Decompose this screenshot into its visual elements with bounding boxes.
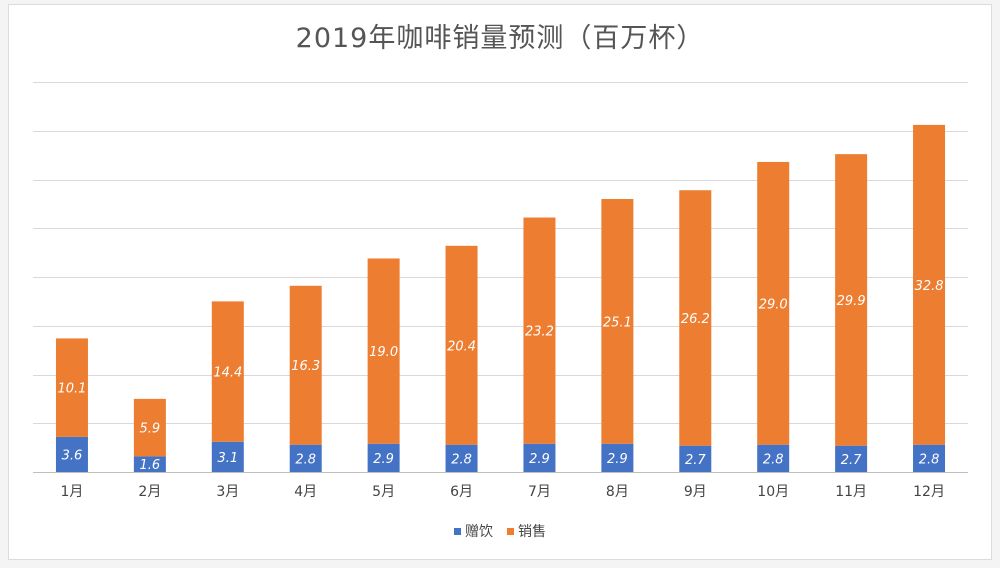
bar-gift [445, 444, 478, 472]
x-tick-label: 12月 [913, 484, 945, 500]
data-label-gift: 2.9 [373, 452, 394, 467]
bar-sales [757, 161, 790, 445]
data-label-sales: 5.9 [140, 422, 161, 437]
x-tick-label: 4月 [294, 484, 317, 500]
data-label-sales: 25.1 [603, 315, 632, 330]
bar-gift [757, 444, 790, 472]
legend-label-sales: 销售 [518, 524, 546, 540]
x-tick-label: 6月 [450, 484, 473, 500]
legend-swatch-sales [507, 527, 514, 535]
data-label-gift: 2.8 [919, 452, 940, 467]
legend-swatch-gift [454, 527, 461, 535]
data-label-gift: 2.9 [607, 452, 628, 467]
bar-gift [523, 443, 556, 472]
bar-sales [289, 285, 322, 445]
bar-sales [679, 190, 712, 446]
data-label-sales: 26.2 [681, 312, 710, 327]
bar-sales [523, 217, 556, 444]
x-tick-label: 3月 [216, 484, 239, 500]
x-tick-label: 10月 [757, 484, 789, 500]
bar-gift [601, 443, 634, 472]
data-label-sales: 14.4 [213, 366, 242, 381]
data-label-sales: 29.0 [759, 297, 788, 312]
data-label-sales: 20.4 [447, 339, 476, 354]
data-label-gift: 3.6 [62, 448, 83, 463]
x-tick-label: 11月 [835, 484, 867, 500]
x-tick-label: 7月 [528, 484, 551, 500]
data-label-sales: 16.3 [291, 359, 320, 374]
data-label-sales: 19.0 [369, 345, 398, 360]
chart-frame [8, 4, 992, 560]
bar-sales [55, 338, 88, 437]
data-label-sales: 10.1 [57, 382, 86, 397]
bar-gift [55, 436, 88, 472]
x-tick-label: 5月 [372, 484, 395, 500]
x-tick-label: 1月 [60, 484, 83, 500]
legend-label-gift: 赠饮 [465, 524, 493, 540]
x-tick-label: 8月 [606, 484, 629, 500]
bar-gift [289, 444, 322, 472]
x-tick-label: 9月 [684, 484, 707, 500]
data-label-gift: 2.8 [763, 452, 784, 467]
bar-sales [445, 245, 478, 445]
data-label-gift: 1.6 [140, 458, 161, 473]
legend-item-gift: 赠饮 [454, 521, 493, 541]
data-label-sales: 32.8 [915, 279, 944, 294]
data-label-sales: 29.9 [837, 294, 866, 309]
bar-sales [367, 258, 400, 444]
legend-item-sales: 销售 [507, 521, 546, 541]
bar-gift [913, 444, 946, 472]
legend: 赠饮 销售 [0, 521, 1000, 541]
chart-title: 2019年咖啡销量预测（百万杯） [295, 23, 705, 54]
bar-gift [367, 443, 400, 472]
bar-gift [679, 445, 712, 472]
bar-sales [835, 154, 868, 446]
bar-sales [133, 398, 166, 457]
bar-gift [211, 441, 244, 472]
bar-gift [835, 445, 868, 472]
x-tick-label: 2月 [138, 484, 161, 500]
data-label-gift: 2.7 [685, 453, 706, 468]
data-label-gift: 2.8 [295, 452, 316, 467]
data-label-gift: 2.7 [841, 453, 862, 468]
data-label-gift: 3.1 [217, 451, 238, 466]
data-label-gift: 2.9 [529, 452, 550, 467]
data-label-gift: 2.8 [451, 452, 472, 467]
data-label-sales: 23.2 [525, 325, 554, 340]
bar-gift [133, 456, 166, 472]
bar-sales [211, 301, 244, 442]
bar-sales [601, 199, 634, 444]
bar-sales [913, 124, 946, 445]
